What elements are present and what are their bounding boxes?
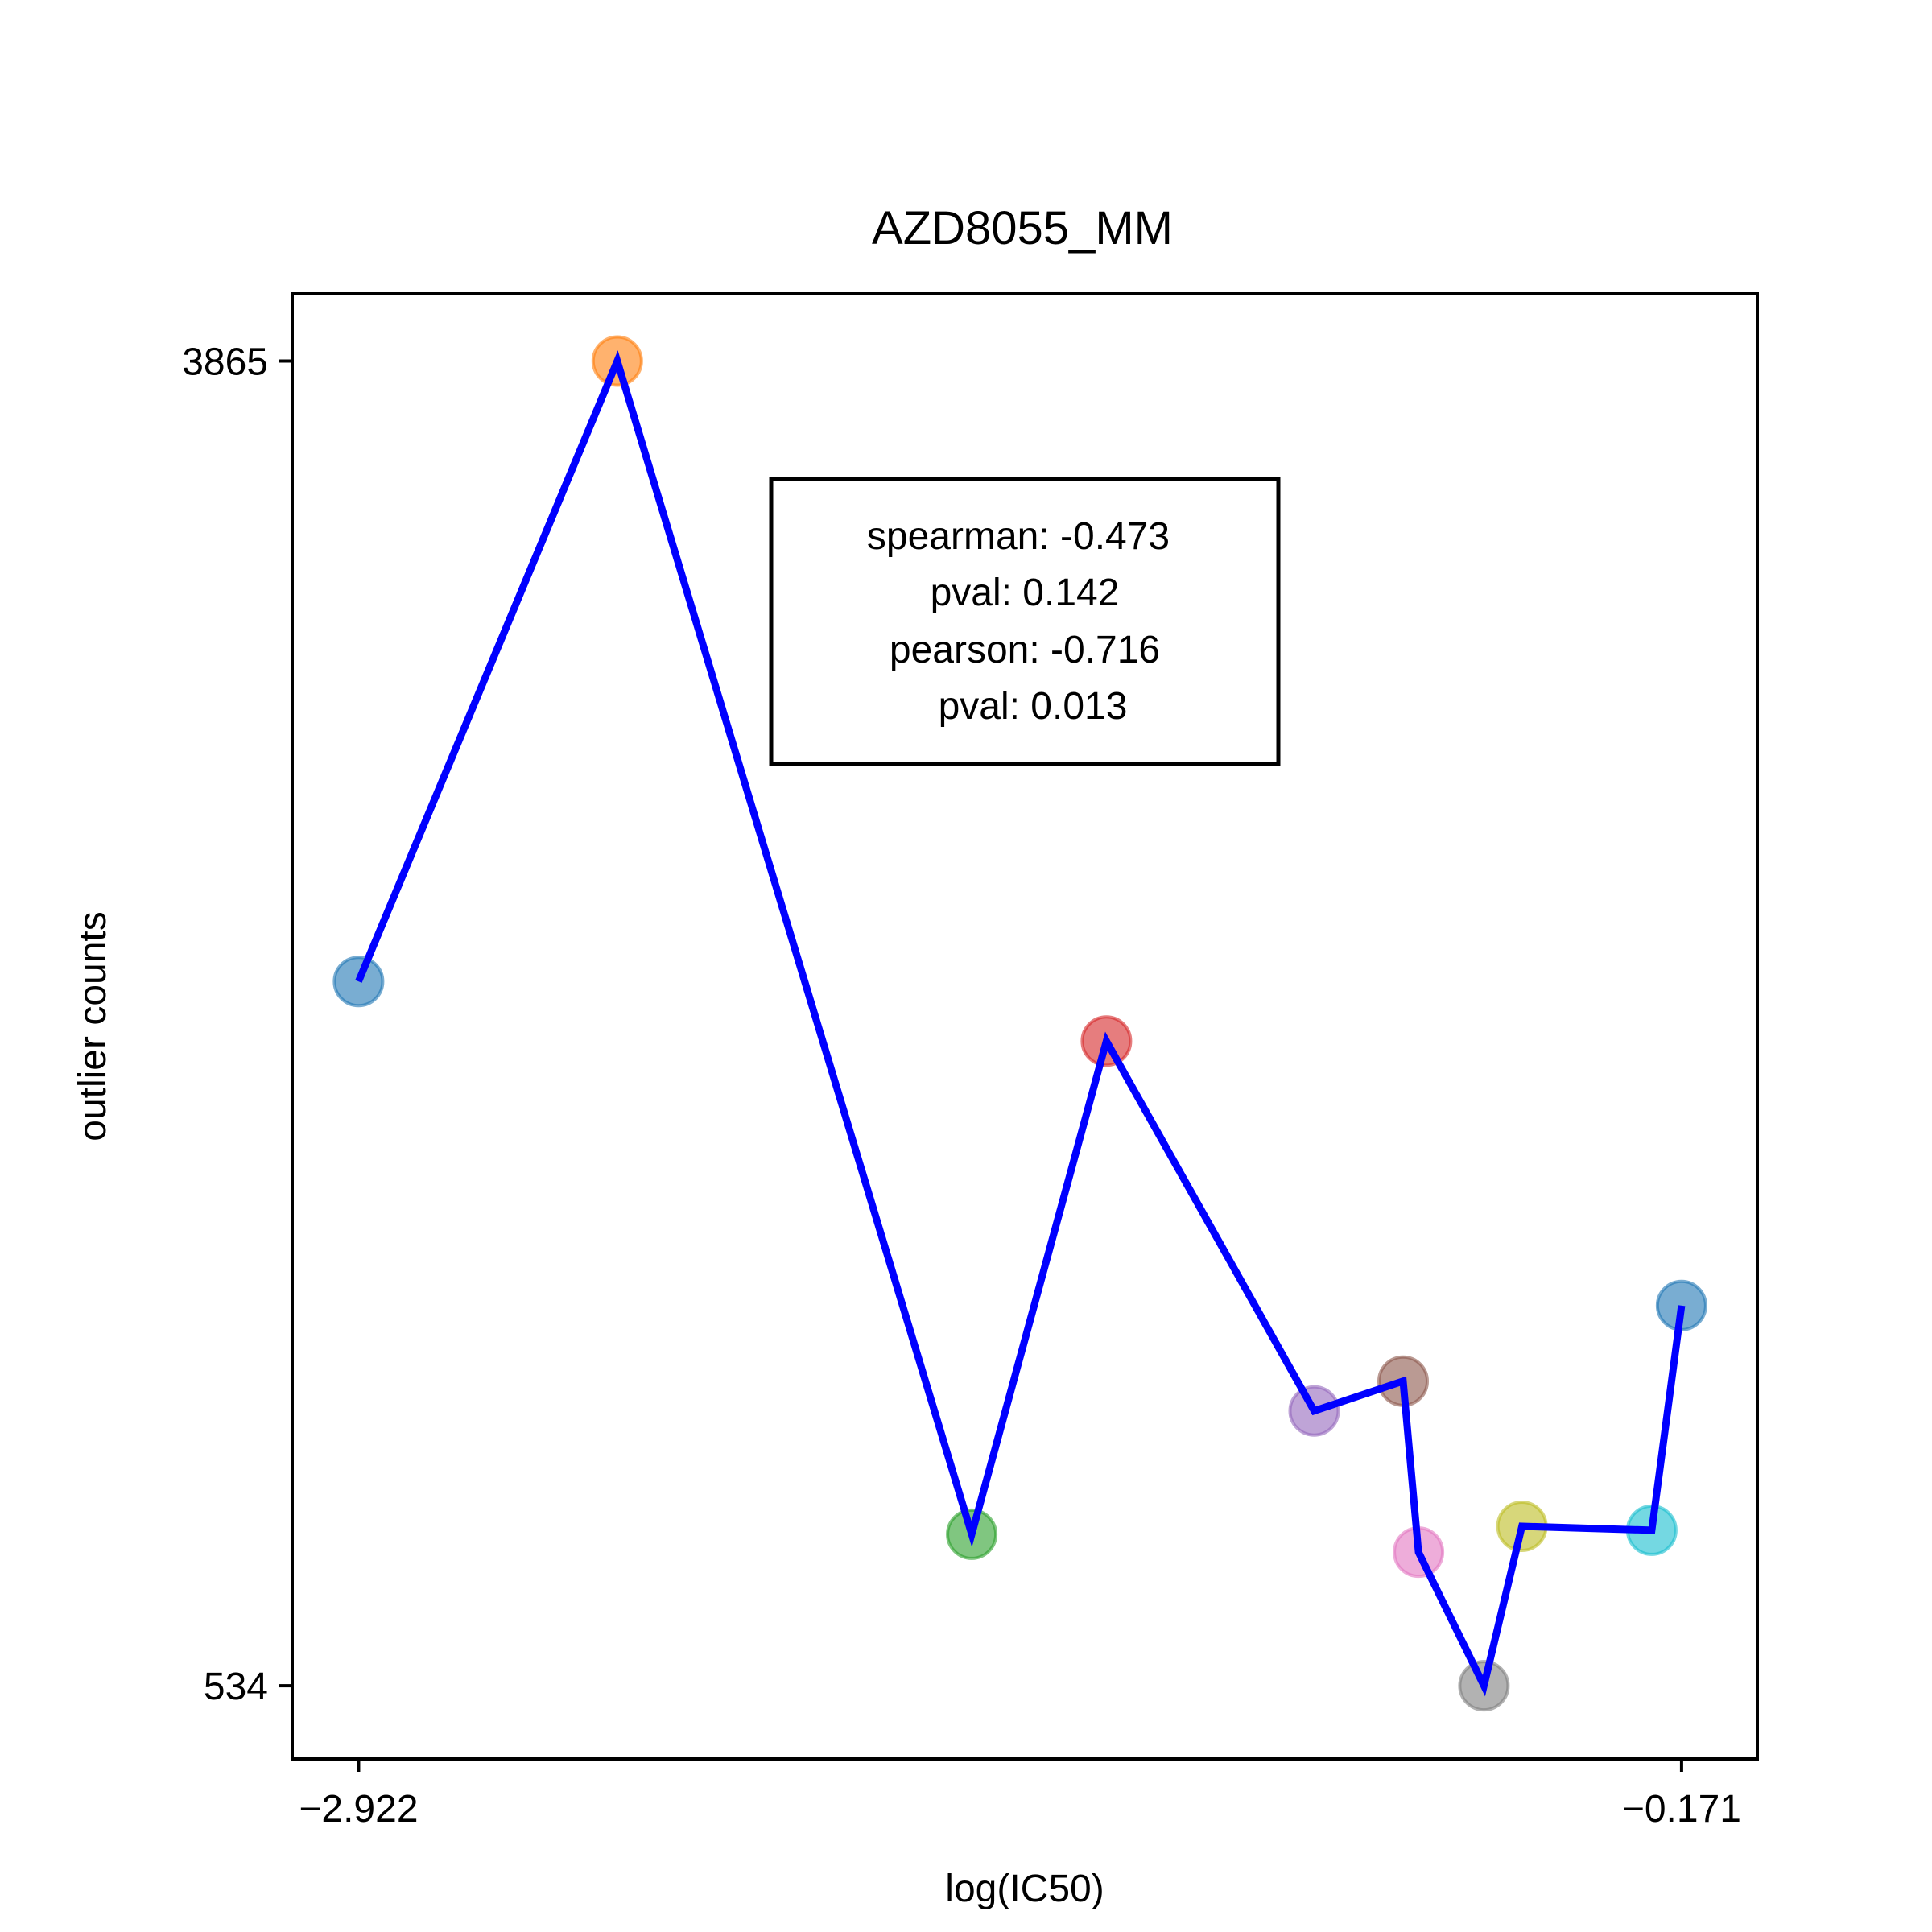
y-tick-label: 534 <box>204 1666 268 1708</box>
plot-frame <box>291 292 1759 1761</box>
x-tick-label: −2.922 <box>299 1788 418 1831</box>
plot-area <box>332 335 1707 1712</box>
axis-ticks: −2.922 −0.171 3865 534 <box>182 341 1741 1831</box>
x-axis-label: log(IC50) <box>945 1868 1104 1910</box>
series-line <box>355 350 1686 1697</box>
stats-line-spearman-pval: pval: 0.142 <box>931 572 1120 614</box>
x-tick-label: −0.171 <box>1622 1788 1741 1831</box>
chart-title: AZD8055_MM <box>872 202 1173 254</box>
stats-line-pearson-pval: pval: 0.013 <box>939 685 1128 728</box>
y-axis-label: outlier counts <box>72 911 114 1141</box>
stats-box-frame <box>769 477 1281 766</box>
stats-box: spearman: -0.473 pval: 0.142 pearson: -0… <box>769 477 1281 766</box>
stats-line-spearman: spearman: -0.473 <box>867 515 1170 558</box>
stats-line-pearson: pearson: -0.716 <box>890 629 1160 671</box>
y-tick-label: 3865 <box>182 341 268 383</box>
